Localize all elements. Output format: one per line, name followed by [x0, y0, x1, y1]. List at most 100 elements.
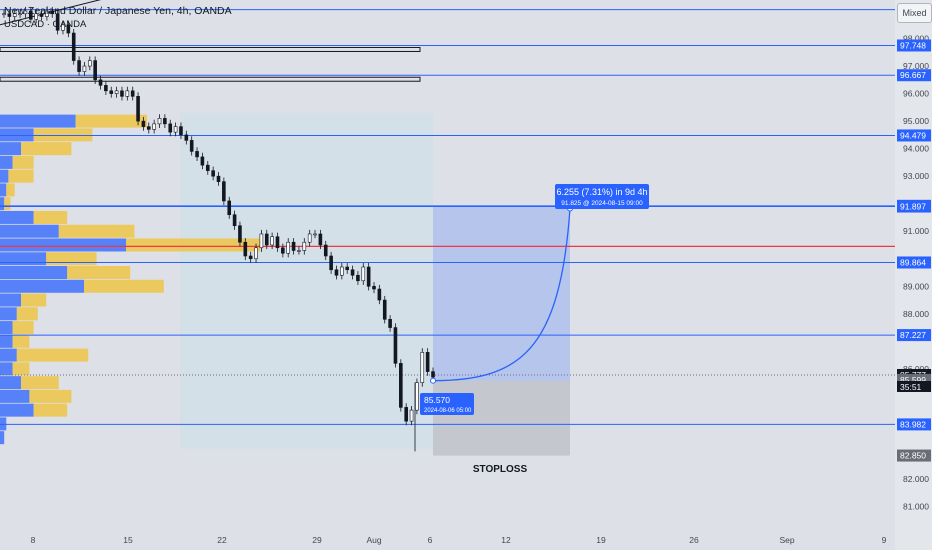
candle-body: [431, 371, 435, 378]
candle-body: [125, 90, 130, 97]
volume-bar-yellow: [12, 321, 34, 335]
candle-body: [93, 60, 97, 81]
volume-bar-blue: [0, 321, 13, 335]
candle-body: [141, 120, 146, 127]
candle-body: [404, 407, 408, 422]
candle-body: [372, 285, 376, 290]
x-tick-label: Sep: [779, 535, 794, 545]
price-tag-label: 94.479: [900, 130, 926, 140]
stop-zone: [433, 380, 570, 456]
zone-rectangle: [0, 76, 421, 82]
candle-body: [286, 241, 291, 254]
x-tick-label: 22: [217, 535, 227, 545]
countdown-tag: [897, 380, 931, 392]
candle-body: [361, 266, 366, 282]
volume-bar-blue: [0, 279, 84, 293]
mixed-scale-button[interactable]: Mixed: [897, 3, 932, 23]
x-tick-label: 12: [501, 535, 511, 545]
candle-body: [377, 288, 382, 301]
candle-body: [66, 24, 71, 34]
x-tick-label: 6: [428, 535, 433, 545]
candle-body: [157, 118, 162, 125]
target-summary: 6.255 (7.31%) in 9d 4h: [556, 187, 647, 197]
price-tag: [897, 129, 931, 142]
candle-body: [179, 126, 183, 136]
candle-body: [323, 244, 328, 257]
candle-body: [12, 13, 17, 17]
candle-body: [307, 233, 312, 243]
candle-body: [388, 319, 392, 328]
price-tag-label: 91.897: [900, 202, 926, 212]
candle-body: [243, 241, 248, 257]
candle-body: [120, 90, 124, 97]
candle-body: [318, 233, 323, 246]
candle-body: [275, 236, 280, 249]
target-zone: [433, 205, 570, 381]
y-tick-label: 91.000: [903, 226, 929, 236]
volume-bar-blue: [0, 293, 21, 307]
volume-bar-yellow: [33, 403, 68, 417]
candle-body: [18, 13, 22, 16]
candle-body: [281, 247, 285, 254]
volume-bar-yellow: [12, 362, 30, 376]
price-tag-label: 89.864: [900, 257, 926, 267]
trend-line: [0, 0, 102, 26]
candle-body: [399, 363, 403, 408]
candle-body: [264, 233, 269, 246]
x-tick-label: 26: [689, 535, 699, 545]
volume-bar-blue: [0, 224, 59, 238]
candle-body: [420, 352, 425, 383]
volume-bar-yellow: [12, 155, 34, 169]
volume-bar-yellow: [33, 210, 68, 224]
candle-body: [254, 247, 258, 260]
volume-bar-yellow: [21, 293, 47, 307]
volume-bar-yellow: [12, 334, 30, 348]
candle-body: [130, 90, 135, 97]
volume-bar-yellow: [67, 266, 131, 280]
candle-body: [50, 10, 55, 15]
candle-body: [211, 170, 215, 177]
price-tag-label: 97.748: [900, 40, 926, 50]
candle-body: [366, 266, 371, 287]
volume-bar-blue: [0, 238, 126, 252]
price-tag: [897, 256, 931, 269]
volume-bar-yellow: [33, 128, 93, 142]
countdown-label: 35:51: [900, 382, 922, 392]
candle-body: [88, 60, 92, 67]
candle-body: [61, 24, 65, 31]
y-tick-label: 88.000: [903, 309, 929, 319]
candle-body: [302, 241, 307, 251]
target-detail: 91.825 @ 2024-08-15 09:00: [561, 200, 643, 207]
candle-body: [184, 134, 189, 141]
candle-body: [152, 123, 156, 130]
candle-body: [270, 236, 274, 246]
price-tag: [897, 449, 931, 462]
candle-body: [55, 13, 60, 31]
x-tick-label: 15: [123, 535, 133, 545]
candle-body: [77, 60, 81, 72]
candle-body: [82, 65, 87, 72]
candle-body: [109, 90, 114, 94]
stoploss-label: STOPLOSS: [473, 464, 528, 475]
candle-body: [248, 255, 253, 260]
volume-bar-blue: [0, 376, 21, 390]
candle-body: [146, 126, 151, 130]
x-tick-label: Aug: [366, 535, 381, 545]
chart-title: New Zealand Dollar / Japanese Yen, 4h, O…: [4, 5, 232, 17]
price-tag: [897, 69, 931, 82]
y-tick-label: 86.000: [903, 364, 929, 374]
entry-point: [430, 377, 436, 384]
volume-bar-yellow: [4, 197, 11, 211]
candle-body: [98, 79, 103, 86]
candle-body: [393, 327, 398, 364]
y-tick-label: 81.000: [903, 501, 929, 511]
candle-body: [23, 10, 28, 15]
volume-bar-blue: [0, 389, 30, 403]
candle-body: [329, 255, 333, 271]
volume-bar-yellow: [16, 307, 38, 321]
candle-body: [227, 200, 232, 216]
candle-body: [189, 140, 194, 152]
candle-body: [45, 10, 49, 17]
candle-body: [39, 13, 44, 17]
